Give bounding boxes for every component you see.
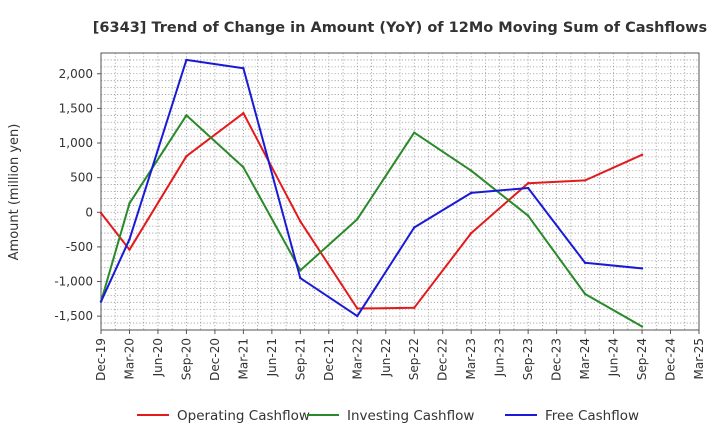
data-point-free-cashflow [413, 226, 416, 229]
data-point-investing-cashflow [299, 269, 302, 272]
x-tick-label: Mar-25 [692, 338, 706, 379]
plot-area: 2,000 1,500 1,000 500 0 -500 -1,000 -1,500 Dec-1… [54, 52, 706, 381]
y-tick-label: 0 [85, 205, 93, 219]
x-tick-label: Sep-23 [521, 338, 535, 380]
data-point-investing-cashflow [356, 218, 359, 221]
data-point-operating-cashflow [469, 231, 473, 235]
y-tick-label: 1,000 [59, 136, 93, 150]
data-point-investing-cashflow [469, 169, 473, 172]
y-tick-label: -500 [66, 240, 93, 254]
x-tick-label: Dec-20 [208, 338, 222, 381]
data-point-investing-cashflow [128, 202, 131, 205]
x-tick-label: Jun-24 [607, 338, 621, 377]
data-point-free-cashflow [640, 267, 644, 270]
legend-label-investing-cashflow: Investing Cashflow [347, 408, 474, 424]
y-tick-label: 500 [70, 171, 93, 185]
data-point-operating-cashflow [242, 112, 245, 115]
data-point-operating-cashflow [299, 220, 302, 223]
x-tick-label: Dec-22 [436, 338, 450, 381]
data-point-operating-cashflow [356, 307, 359, 310]
data-point-operating-cashflow [99, 211, 103, 215]
x-tick-label: Dec-24 [664, 338, 678, 381]
data-point-free-cashflow [185, 58, 188, 62]
data-point-free-cashflow [583, 261, 587, 265]
x-tick-label: Dec-19 [94, 338, 108, 381]
legend-label-operating-cashflow: Operating Cashflow [177, 408, 310, 424]
x-tick-label: Jun-20 [151, 338, 165, 377]
data-point-free-cashflow [356, 314, 359, 318]
x-tick-label: Mar-20 [122, 338, 136, 379]
data-point-operating-cashflow [526, 181, 530, 185]
x-tick-label: Mar-24 [578, 338, 592, 379]
data-point-investing-cashflow [583, 292, 587, 296]
plot-frame [100, 52, 700, 331]
x-tick-label: Dec-23 [550, 338, 564, 381]
data-point-free-cashflow [526, 186, 530, 190]
x-tick-label: Jun-22 [379, 338, 393, 377]
y-tick-label: 2,000 [59, 67, 93, 81]
data-point-free-cashflow [299, 276, 302, 280]
y-tick-label: 1,500 [59, 101, 93, 115]
y-axis-label: Amount (million yen) [7, 124, 22, 261]
legend: Operating Cashflow Investing Cashflow Free… [137, 408, 639, 424]
x-tick-label: Mar-23 [464, 338, 478, 379]
data-point-investing-cashflow [185, 114, 188, 117]
data-point-operating-cashflow [185, 154, 188, 158]
x-tick-label: Sep-20 [179, 338, 193, 380]
data-point-operating-cashflow [640, 153, 644, 156]
data-point-investing-cashflow [640, 325, 644, 328]
data-point-operating-cashflow [128, 248, 131, 251]
data-point-operating-cashflow [583, 179, 587, 182]
data-point-operating-cashflow [413, 306, 416, 310]
data-point-investing-cashflow [242, 166, 245, 169]
x-tick-label: Sep-21 [293, 338, 307, 380]
x-tick-label: Mar-22 [350, 338, 364, 379]
data-point-investing-cashflow [526, 214, 530, 217]
data-point-free-cashflow [242, 67, 245, 70]
y-tick-label: -1,000 [54, 275, 93, 289]
x-tick-label: Mar-21 [236, 338, 250, 379]
y-tick-label: -1,500 [54, 309, 93, 323]
x-tick-label: Dec-21 [322, 338, 336, 381]
x-tick-label: Sep-22 [407, 338, 421, 380]
x-tick-label: Sep-24 [635, 338, 649, 380]
legend-label-free-cashflow: Free Cashflow [545, 408, 639, 424]
data-point-free-cashflow [469, 191, 473, 195]
x-tick-label: Jun-21 [265, 338, 279, 377]
x-tick-label: Jun-23 [493, 338, 507, 377]
data-point-free-cashflow [99, 300, 103, 303]
data-point-investing-cashflow [413, 131, 416, 134]
chart-title: [6343] Trend of Change in Amount (YoY) o… [93, 20, 707, 36]
data-point-free-cashflow [128, 238, 131, 241]
